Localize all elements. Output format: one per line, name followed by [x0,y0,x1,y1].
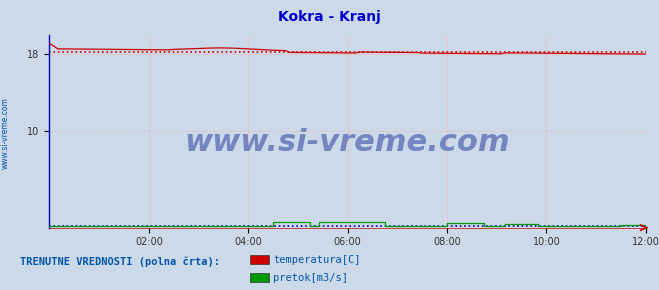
Text: pretok[m3/s]: pretok[m3/s] [273,273,349,282]
Text: www.si-vreme.com: www.si-vreme.com [1,97,10,169]
Text: www.si-vreme.com: www.si-vreme.com [185,128,511,157]
Text: temperatura[C]: temperatura[C] [273,255,361,264]
Text: TRENUTNE VREDNOSTI (polna črta):: TRENUTNE VREDNOSTI (polna črta): [20,257,219,267]
Text: Kokra - Kranj: Kokra - Kranj [278,10,381,24]
